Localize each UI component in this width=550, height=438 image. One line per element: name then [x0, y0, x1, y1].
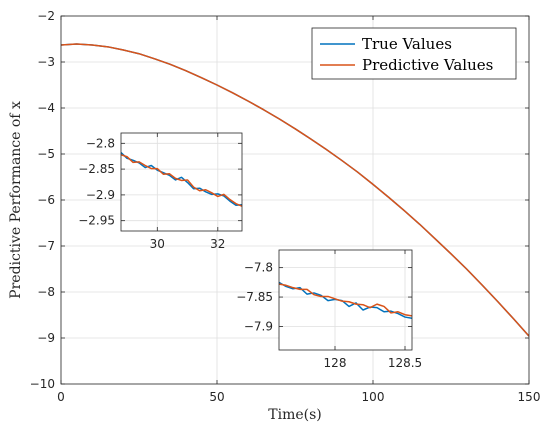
main-y-tick-label: −6 [37, 193, 55, 207]
inset1-x-tick-label: 30 [150, 237, 165, 251]
y-axis-label: Predictive Performance of x [8, 101, 24, 299]
inset2-x-tick-label: 128 [324, 356, 347, 370]
legend-label-predictive-values: Predictive Values [362, 56, 493, 74]
inset1-x-tick-label: 32 [210, 237, 225, 251]
main-x-tick-label: 100 [362, 390, 385, 404]
inset1-y-tick-label: −2.85 [78, 162, 115, 176]
main-y-tick-label: −7 [37, 239, 55, 253]
inset1-y-tick-label: −2.8 [86, 136, 115, 150]
inset2-plot-background [279, 250, 412, 350]
inset1-axes: 30 32 −2.8 −2.85 −2.9 −2.95 [78, 132, 243, 251]
legend-box [311, 27, 517, 80]
main-y-tick-label: −2 [37, 9, 55, 23]
main-x-tick-label: 150 [518, 390, 541, 404]
legend-label-true-values: True Values [362, 35, 452, 53]
inset2-x-tick-label: 128.5 [388, 356, 422, 370]
main-y-tick-label: −8 [37, 285, 55, 299]
inset1-y-tick-label: −2.95 [78, 214, 115, 228]
inset1-y-tick-label: −2.9 [86, 188, 115, 202]
inset1-plot-background [121, 133, 242, 231]
x-axis-label: Time(s) [268, 407, 321, 423]
legend: True Values Predictive Values [311, 27, 517, 80]
inset1-axes-box [120, 132, 243, 232]
inset2-axes: 128 128.5 −7.8 −7.85 −7.9 [236, 249, 422, 370]
main-x-tick-label: 0 [57, 390, 65, 404]
inset1-series-predictive-values-line [121, 153, 242, 207]
inset2-series-predictive-values-line [279, 283, 412, 317]
inset2-y-tick-label: −7.9 [244, 319, 273, 333]
main-series-predictive-values-line [61, 43, 529, 337]
main-y-tick-label: −9 [37, 331, 55, 345]
main-y-tick-label: −3 [37, 55, 55, 69]
inset2-y-tick-label: −7.8 [244, 261, 273, 275]
main-y-tick-label: −4 [37, 101, 55, 115]
main-y-tick-label: −5 [37, 147, 55, 161]
inset2-axes-box [278, 249, 413, 351]
main-y-tick-label: −10 [30, 377, 55, 391]
inset2-y-tick-label: −7.85 [236, 290, 273, 304]
main-x-tick-label: 50 [209, 390, 224, 404]
